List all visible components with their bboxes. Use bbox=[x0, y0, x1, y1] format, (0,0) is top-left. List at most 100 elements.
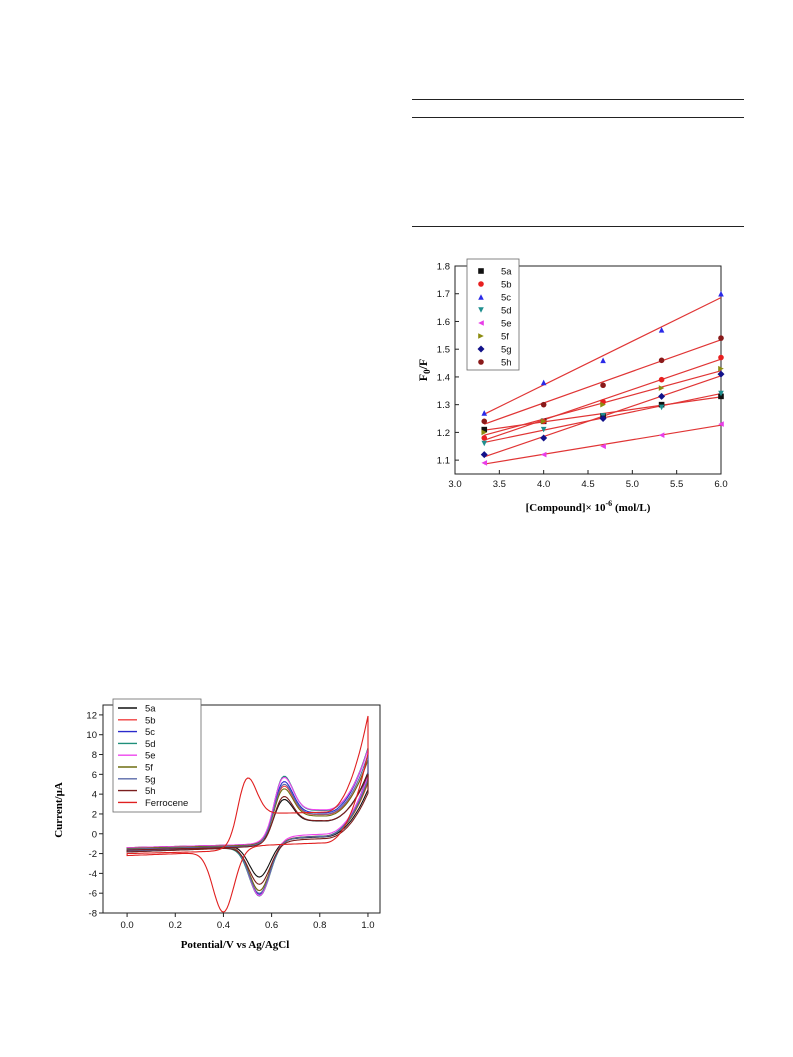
table-column-rule bbox=[527, 117, 567, 118]
y-axis-label: Current/μA bbox=[53, 782, 65, 838]
x-tick-label: 3.0 bbox=[448, 479, 461, 490]
data-point-5h bbox=[658, 357, 665, 364]
y-tick-label: 1.7 bbox=[437, 289, 450, 300]
y-tick-label: 4 bbox=[92, 790, 97, 801]
data-point-5f bbox=[600, 401, 606, 408]
y-tick-label: 1.8 bbox=[437, 262, 450, 273]
y-tick-label: 1.1 bbox=[437, 456, 450, 467]
data-point-5e bbox=[540, 451, 547, 458]
data-point-5d bbox=[540, 426, 547, 433]
data-point-5c bbox=[600, 357, 606, 364]
legend-label-5d: 5d bbox=[145, 739, 156, 750]
table-column-rule bbox=[458, 117, 498, 118]
fit-line-5e bbox=[484, 424, 722, 465]
data-point-5b bbox=[481, 435, 488, 441]
x-tick-label: 5.0 bbox=[626, 479, 639, 490]
data-point-5b bbox=[718, 354, 724, 361]
y-tick-label: 1.2 bbox=[437, 428, 450, 439]
data-point-5e bbox=[658, 432, 665, 438]
y-tick-label: 10 bbox=[86, 730, 97, 741]
legend-label-5e: 5e bbox=[501, 319, 512, 330]
legend-marker-5b bbox=[478, 281, 484, 287]
stern-volmer-chart: 3.0 3.5 4.0 4.5 5.0 5.5 6.0 1.1 1.2 1.3 1.4 1.5 1.6 1… bbox=[416, 258, 728, 514]
data-point-5h bbox=[718, 335, 724, 341]
legend-label-5f: 5f bbox=[501, 332, 509, 343]
legend-marker-5c bbox=[478, 294, 484, 300]
data-point-5e bbox=[481, 460, 488, 466]
data-point-5c bbox=[718, 290, 724, 297]
y-axis-label: F0/F bbox=[416, 359, 432, 382]
x-tick-label: 0.0 bbox=[120, 920, 133, 931]
table-header-rule bbox=[412, 117, 744, 118]
legend-label-5h: 5h bbox=[145, 786, 156, 797]
fit-line-5h bbox=[484, 339, 722, 425]
data-point-5d bbox=[658, 404, 665, 411]
x-axis-label: [Compound]× 10-6 (mol/L) bbox=[526, 499, 651, 514]
data-point-5g bbox=[658, 392, 666, 400]
data-point-5h bbox=[481, 418, 488, 425]
x-tick-label: 6.0 bbox=[714, 479, 727, 490]
y-tick-label: 6 bbox=[92, 770, 97, 781]
y-tick-label: -6 bbox=[89, 889, 97, 900]
cv-curve-Ferrocene bbox=[126, 715, 369, 913]
legend-label-5b: 5b bbox=[501, 280, 512, 291]
legend-marker-5g bbox=[477, 345, 485, 353]
x-tick-label: 5.5 bbox=[670, 479, 683, 490]
legend-marker-5f bbox=[478, 333, 484, 339]
x-tick-label: 4.0 bbox=[537, 479, 550, 490]
y-tick-label: 12 bbox=[86, 710, 97, 721]
y-tick-label: 2 bbox=[92, 809, 97, 820]
data-point-5f bbox=[718, 365, 724, 372]
x-tick-label: 0.2 bbox=[169, 920, 182, 931]
data-point-5d bbox=[481, 440, 488, 447]
cv-curve-5h bbox=[126, 773, 369, 885]
legend-label-5d: 5d bbox=[501, 306, 512, 317]
data-point-5g bbox=[540, 434, 548, 442]
table-bottom-rule bbox=[412, 226, 744, 227]
legend-marker-5a bbox=[478, 268, 484, 274]
legend-label-5f: 5f bbox=[145, 763, 153, 774]
data-point-5g bbox=[599, 415, 607, 423]
legend-label-5h: 5h bbox=[501, 358, 512, 369]
data-point-5g bbox=[717, 370, 725, 378]
data-point-5f bbox=[658, 385, 665, 391]
x-tick-label: 3.5 bbox=[493, 479, 506, 490]
y-tick-label: 8 bbox=[92, 750, 97, 761]
data-point-5g bbox=[480, 451, 488, 459]
table-top-rule bbox=[412, 99, 744, 100]
data-point-5f bbox=[481, 429, 488, 436]
legend-label-5c: 5c bbox=[145, 727, 155, 738]
y-tick-label: -4 bbox=[89, 869, 97, 880]
table-column-rule bbox=[597, 117, 637, 118]
legend-label-5a: 5a bbox=[501, 267, 512, 278]
legend-label-5e: 5e bbox=[145, 751, 156, 762]
y-tick-label: -2 bbox=[89, 849, 97, 860]
y-tick-label: -8 bbox=[89, 909, 97, 920]
x-tick-label: 1.0 bbox=[361, 920, 374, 931]
legend-label-5a: 5a bbox=[145, 704, 156, 715]
x-tick-label: 0.4 bbox=[217, 920, 230, 931]
legend: 5a 5b 5c 5d 5e 5f 5g 5h bbox=[466, 258, 520, 371]
x-axis-label: Potential/V vs Ag/AgCl bbox=[181, 939, 290, 951]
data-point-5f bbox=[540, 418, 547, 425]
data-point-5e bbox=[600, 443, 606, 450]
legend-label-Ferrocene: Ferrocene bbox=[145, 798, 188, 809]
table-column-rule bbox=[666, 117, 706, 118]
x-tick-label: 0.8 bbox=[313, 920, 326, 931]
x-tick-label: 0.6 bbox=[265, 920, 278, 931]
cyclic-voltammetry-chart: 0.0 0.2 0.4 0.6 0.8 1.0 -8 -6 -4 -2 0 2 4 6 8 10 12 5a5b… bbox=[53, 698, 381, 951]
data-point-5h bbox=[540, 401, 547, 408]
y-tick-label: 0 bbox=[92, 829, 97, 840]
legend-marker-5h bbox=[478, 359, 484, 365]
data-point-5a bbox=[481, 426, 488, 433]
legend-label-5g: 5g bbox=[145, 774, 156, 785]
legend-label-5c: 5c bbox=[501, 293, 511, 304]
y-tick-label: 1.5 bbox=[437, 345, 450, 356]
data-point-5c bbox=[658, 326, 665, 333]
legend-label-5g: 5g bbox=[501, 345, 512, 356]
legend-marker-5d bbox=[478, 307, 484, 313]
data-point-5b bbox=[658, 376, 665, 383]
data-point-5e bbox=[718, 421, 724, 427]
y-tick-label: 1.6 bbox=[437, 317, 450, 328]
